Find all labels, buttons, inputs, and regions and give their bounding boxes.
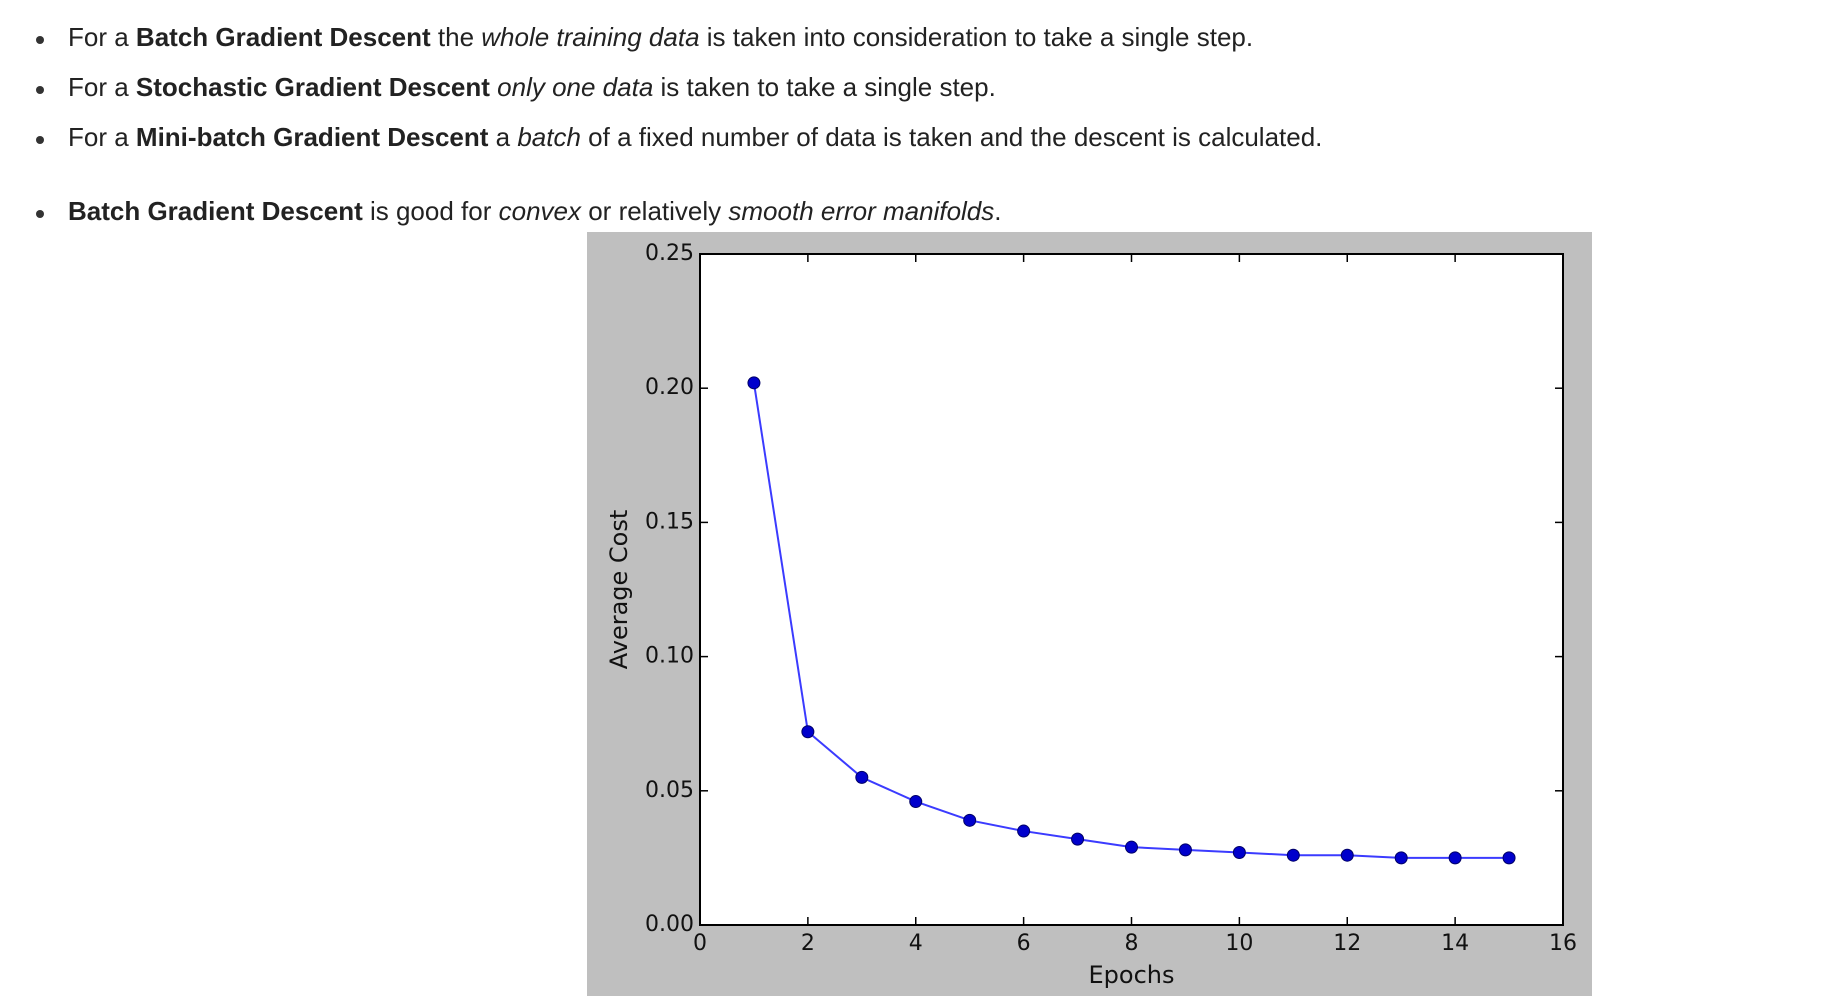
data-point	[747, 376, 761, 390]
plot-area	[699, 253, 1564, 926]
text-run: or relatively	[581, 196, 729, 226]
data-point	[855, 770, 869, 784]
text-run: of a fixed number of data is taken and t…	[580, 122, 1323, 152]
y-tick-label: 0.25	[645, 241, 694, 266]
data-point	[1017, 824, 1031, 838]
y-tick-label: 0.20	[645, 375, 694, 400]
x-tick-label: 14	[1441, 931, 1469, 956]
italic-term: whole training data	[481, 22, 700, 52]
bullet-dot	[36, 86, 44, 94]
bullet-text: For a Mini-batch Gradient Descent a batc…	[68, 120, 1322, 154]
y-axis-label: Average Cost	[605, 510, 633, 670]
data-point	[1394, 851, 1408, 865]
x-tick-label: 12	[1333, 931, 1361, 956]
data-point	[1502, 851, 1516, 865]
text-run: is good for	[362, 196, 499, 226]
text-run: is taken into consideration to take a si…	[699, 22, 1254, 52]
x-axis-label: Epochs	[1089, 961, 1175, 989]
bullet-text: For a Stochastic Gradient Descent only o…	[68, 70, 996, 104]
italic-term: smooth error manifolds	[728, 196, 995, 226]
bullet-item: For a Mini-batch Gradient Descent a batc…	[36, 120, 1736, 154]
italic-term: convex	[498, 196, 581, 226]
bullet-item: Batch Gradient Descent is good for conve…	[36, 194, 1736, 228]
data-point	[963, 813, 977, 827]
bullet-dot	[36, 210, 44, 218]
x-tick-label: 2	[801, 931, 815, 956]
text-run: a	[488, 122, 518, 152]
x-tick-label: 4	[909, 931, 923, 956]
y-tick-label: 0.00	[645, 912, 694, 937]
data-point	[1340, 848, 1354, 862]
x-tick-label: 0	[693, 931, 707, 956]
data-point	[801, 725, 815, 739]
cost-chart: 0 2 4 6 8 10 12 14 16 0.00 0.05 0.10 0.15 0.20 0.25 Ep…	[587, 232, 1592, 996]
data-point	[1232, 846, 1246, 860]
text-run: is taken to take a single step.	[653, 72, 996, 102]
cost-chart-svg: 0 2 4 6 8 10 12 14 16 0.00 0.05 0.10 0.15 0.20 0.25 Ep…	[605, 241, 1577, 989]
text-run: .	[994, 196, 1002, 226]
data-point	[1178, 843, 1192, 857]
x-tick-label: 16	[1549, 931, 1577, 956]
text-run: For a	[68, 72, 136, 102]
bold-term: Batch Gradient Descent	[135, 22, 431, 52]
data-point	[1125, 840, 1138, 854]
bullet-dot	[36, 136, 44, 144]
data-point	[1071, 832, 1085, 846]
y-tick-label: 0.05	[645, 778, 694, 803]
bold-term: Batch Gradient Descent	[68, 196, 363, 226]
italic-term: only one data	[497, 72, 654, 102]
y-tick-label: 0.15	[645, 509, 694, 534]
bullet-text: Batch Gradient Descent is good for conve…	[68, 194, 1002, 228]
bold-term: Stochastic Gradient Descent	[135, 72, 490, 102]
text-run: For a	[68, 22, 136, 52]
text-run: the	[430, 22, 482, 52]
data-point	[1286, 848, 1300, 862]
data-point	[1448, 851, 1462, 865]
x-tick-label: 10	[1225, 931, 1253, 956]
y-tick-label: 0.10	[645, 644, 694, 669]
bullet-dot	[36, 36, 44, 44]
x-tick-label: 8	[1125, 931, 1139, 956]
data-point	[909, 795, 923, 809]
bold-term: Mini-batch Gradient Descent	[135, 122, 489, 152]
bullet-text: For a Batch Gradient Descent the whole t…	[68, 20, 1253, 54]
text-run: For a	[68, 122, 136, 152]
bullet-item: For a Stochastic Gradient Descent only o…	[36, 70, 1736, 104]
x-tick-label: 6	[1017, 931, 1031, 956]
italic-term: batch	[517, 122, 581, 152]
bullet-item: For a Batch Gradient Descent the whole t…	[36, 20, 1736, 54]
